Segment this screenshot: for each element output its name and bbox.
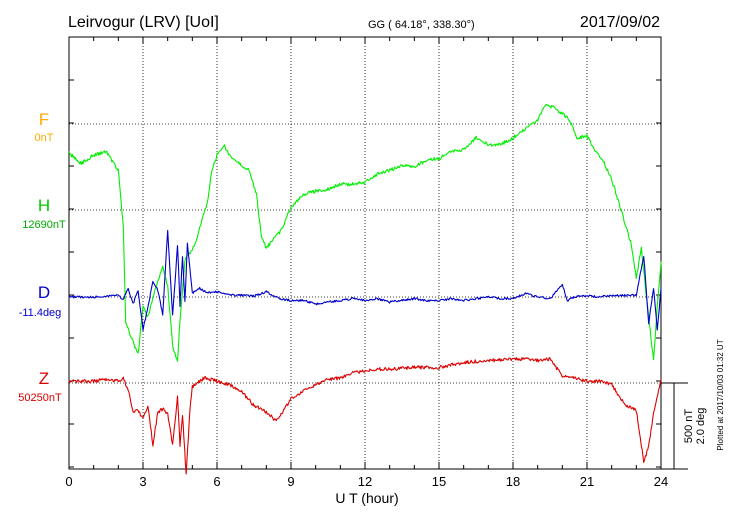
x-tick-label: 18: [506, 474, 520, 489]
baseline-d: -11.4deg: [19, 307, 62, 319]
label-f: F: [39, 110, 49, 129]
baseline-h: 12690nT: [22, 219, 66, 231]
label-h: H: [38, 196, 50, 215]
label-z: Z: [39, 369, 49, 388]
x-tick-label: 15: [432, 474, 446, 489]
x-tick-label: 12: [358, 474, 372, 489]
label-d: D: [38, 283, 50, 302]
grid-lines: [69, 37, 661, 469]
baseline-f: 0nT: [35, 132, 54, 144]
series-line-h: [68, 103, 662, 362]
station-title: Leirvogur (LRV) [UoI]: [68, 14, 219, 31]
x-tick-label: 3: [139, 474, 146, 489]
x-tick-label: 6: [213, 474, 220, 489]
x-tick-label: 9: [287, 474, 294, 489]
x-tick-label: 0: [65, 474, 72, 489]
series-line-d: [68, 229, 662, 332]
plotted-at-label: Plotted at 2017/10/03 01:32 UT: [716, 339, 725, 450]
coords-label: GG ( 64.18°, 338.30°): [368, 19, 475, 31]
scale-deg-label: 2.0 deg: [695, 408, 707, 445]
x-tick-label: 21: [580, 474, 594, 489]
x-tick-label: 24: [654, 474, 668, 489]
date-label: 2017/09/02: [580, 14, 660, 31]
series-line-z: [68, 356, 662, 475]
scale-nt-label: 500 nT: [683, 409, 695, 444]
axis-ticks: [68, 37, 662, 469]
series-lines: [68, 103, 662, 475]
baseline-z: 50250nT: [18, 392, 62, 404]
x-axis-label: U T (hour): [335, 490, 398, 506]
x-tick-labels: 0 3 6 9 12 15 18 21 24: [65, 474, 668, 489]
